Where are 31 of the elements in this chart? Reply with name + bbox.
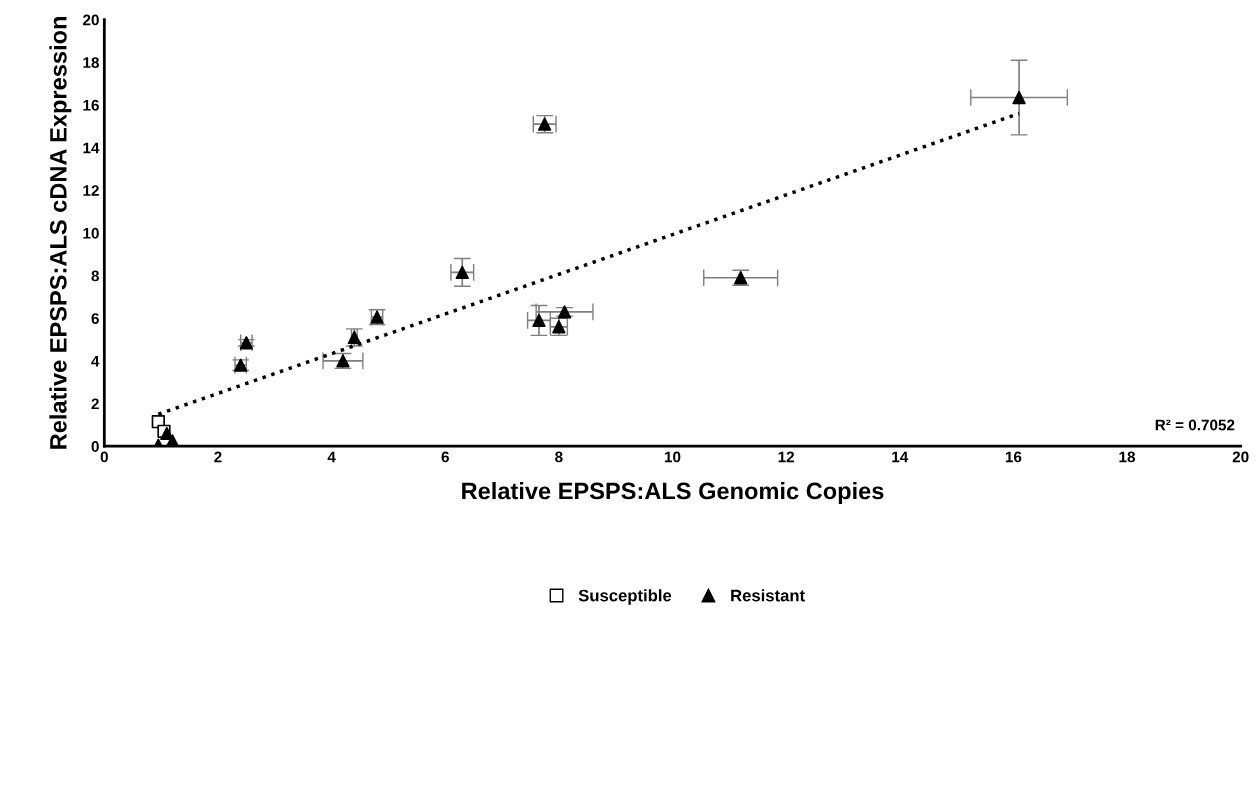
y-tick-label: 2 [91, 398, 99, 410]
point [165, 434, 180, 447]
point [1012, 90, 1026, 105]
y-tick-label: 0 [91, 441, 99, 452]
x-tick-label: 6 [441, 451, 449, 463]
y-tick-label: 14 [83, 142, 100, 154]
x-tick-label: 8 [555, 451, 563, 463]
y-tick-label: 16 [83, 99, 99, 111]
x-tick-label: 18 [1119, 451, 1136, 463]
y-tick-label: 18 [83, 57, 99, 69]
point [455, 265, 469, 280]
x-axis-title: Relative EPSPS:ALS Genomic Copies [462, 482, 884, 505]
x-tick-label: 2 [214, 451, 222, 463]
x-tick-label: 12 [778, 451, 795, 463]
legend-label: Susceptible [578, 589, 672, 605]
y-tick-label: 20 [83, 14, 99, 26]
annotation: R² = 0.7052 [1155, 419, 1235, 431]
y-tick-label: 12 [83, 185, 99, 196]
y-tick-label: 6 [91, 313, 99, 324]
x-tick-label: 16 [1005, 451, 1022, 463]
point [532, 313, 546, 328]
y-tick-label: 8 [91, 270, 99, 282]
x-tick-label: 0 [100, 451, 108, 463]
x-tick-label: 10 [664, 451, 681, 463]
x-tick-label: 20 [1232, 451, 1249, 463]
x-tick-label: 4 [327, 451, 336, 463]
legend-label: Resistant [731, 589, 805, 602]
y-axis-title: Relative EPSPS:ALS cDNA Expression [49, 17, 72, 449]
y-tick-label: 4 [91, 355, 100, 367]
x-tick-label: 14 [892, 451, 909, 463]
y-tick-label: 10 [83, 227, 99, 239]
